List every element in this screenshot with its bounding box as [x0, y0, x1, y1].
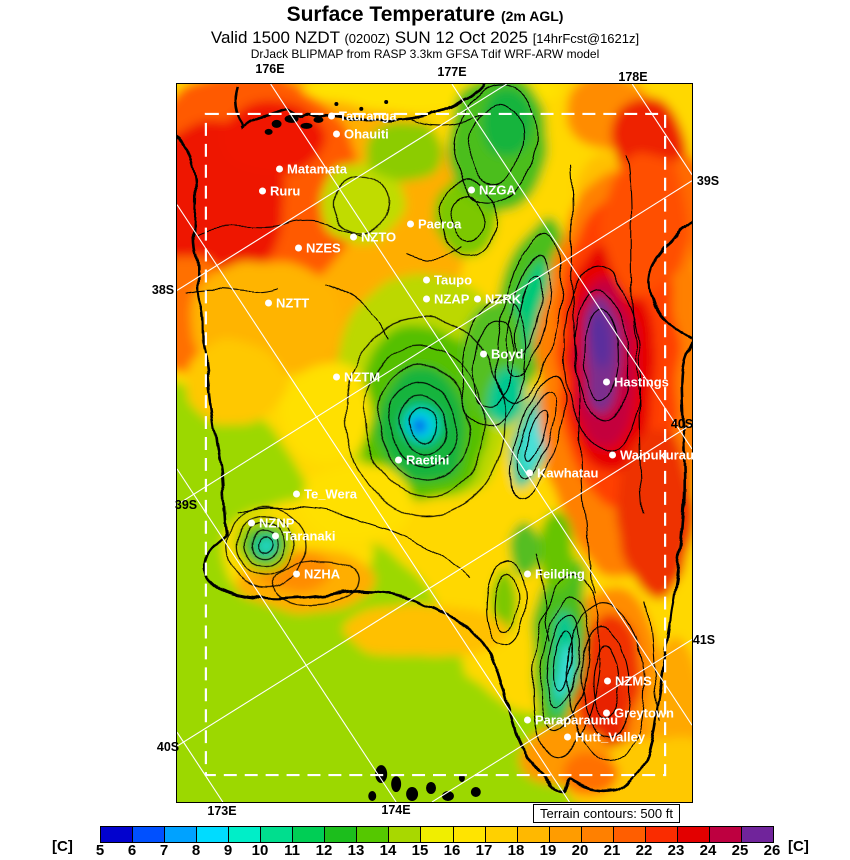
colorbar-tick-8: 8 — [191, 842, 201, 859]
temperature-field — [177, 84, 692, 802]
axis-label-right-40S: 40S — [670, 417, 694, 431]
colorbar-tick-17: 17 — [475, 842, 493, 859]
colorbar-tick-18: 18 — [507, 842, 525, 859]
colorbar-cell-9 — [229, 827, 262, 842]
colorbar-cell-7 — [165, 827, 198, 842]
colorbar-cell-8 — [197, 827, 230, 842]
axis-label-left-40S: 40S — [156, 740, 180, 754]
colorbar-tick-22: 22 — [635, 842, 653, 859]
colorbar-tick-15: 15 — [411, 842, 429, 859]
colorbar-tick-19: 19 — [539, 842, 557, 859]
colorbar-cell-12 — [325, 827, 358, 842]
colorbar-cell-6 — [133, 827, 166, 842]
colorbar-tick-24: 24 — [699, 842, 717, 859]
colorbar-tick-6: 6 — [127, 842, 137, 859]
colorbar-ticks: 5 6 7 8 9 10 11 12 13 14 15 16 17 18 19 20 21 22 23 24 25 26 — [96, 842, 781, 859]
terrain-note: Terrain contours: 500 ft — [533, 804, 680, 823]
coastline — [177, 84, 692, 794]
valid-line: Valid 1500 NZDT (0200Z) SUN 12 Oct 2025 … — [0, 28, 850, 48]
title-suffix: (2m AGL) — [500, 8, 564, 24]
axis-label-left-39S: 39S — [174, 498, 198, 512]
axis-label-right-39S: 39S — [696, 174, 720, 188]
colorbar-tick-5: 5 — [95, 842, 105, 859]
latlon-grid — [177, 84, 692, 802]
colorbar-cell-20 — [581, 827, 614, 842]
colorbar-cell-19 — [549, 827, 582, 842]
colorbar-cell-22 — [645, 827, 678, 842]
valid-fcst: [14hrFcst@1621z] — [532, 31, 640, 47]
model-line: DrJack BLIPMAP from RASP 3.3km GFSA Tdif… — [250, 46, 600, 61]
colorbar-tick-16: 16 — [443, 842, 461, 859]
temperature-colorbar — [100, 826, 774, 843]
colorbar-cell-24 — [709, 827, 742, 842]
colorbar-cell-15 — [421, 827, 454, 842]
colorbar-tick-12: 12 — [315, 842, 333, 859]
colorbar-cell-10 — [261, 827, 294, 842]
colorbar-tick-10: 10 — [251, 842, 269, 859]
axis-label-top-177E: 177E — [437, 65, 467, 79]
colorbar-cell-5 — [101, 827, 134, 842]
title-text: Surface Temperature — [286, 3, 496, 26]
colorbar-tick-23: 23 — [667, 842, 685, 859]
colorbar-cell-17 — [485, 827, 518, 842]
axis-label-right-41S: 41S — [692, 633, 716, 647]
page-title: Surface Temperature (2m AGL) — [0, 3, 850, 27]
colorbar-unit-right: [C] — [788, 838, 809, 855]
colorbar-tick-25: 25 — [731, 842, 749, 859]
colorbar-cell-21 — [613, 827, 646, 842]
colorbar-tick-14: 14 — [379, 842, 397, 859]
colorbar-cell-13 — [357, 827, 390, 842]
colorbar-cell-14 — [389, 827, 422, 842]
colorbar-tick-21: 21 — [603, 842, 621, 859]
colorbar-tick-11: 11 — [284, 842, 300, 859]
colorbar-cell-18 — [517, 827, 550, 842]
temperature-blobs — [177, 84, 692, 802]
colorbar-cell-11 — [293, 827, 326, 842]
axis-label-top-178E: 178E — [618, 70, 648, 84]
valid-prefix: Valid 1500 NZDT — [210, 28, 340, 48]
axis-label-top-176E: 176E — [255, 62, 285, 76]
domain-boundary — [204, 112, 667, 777]
map-panel: Tauranga Ohauiti Matamata Ruru NZGA Paeroa NZT… — [176, 83, 694, 803]
colorbar-tick-9: 9 — [223, 842, 233, 859]
axis-label-left-38S: 38S — [151, 283, 175, 297]
colorbar-tick-7: 7 — [159, 842, 169, 859]
colorbar-tick-26: 26 — [763, 842, 781, 859]
colorbar-cell-23 — [677, 827, 710, 842]
colorbar-unit-left: [C] — [52, 838, 73, 855]
axis-label-bottom-174E: 174E — [381, 803, 411, 817]
colorbar-tick-13: 13 — [347, 842, 365, 859]
colorbar-cell-25 — [741, 827, 773, 842]
axis-label-bottom-173E: 173E — [207, 804, 237, 818]
header: Surface Temperature (2m AGL) Valid 1500 … — [0, 3, 850, 61]
colorbar-cell-16 — [453, 827, 486, 842]
colorbar-tick-20: 20 — [571, 842, 589, 859]
valid-date: SUN 12 Oct 2025 — [394, 28, 528, 48]
valid-zulu: (0200Z) — [344, 31, 390, 47]
